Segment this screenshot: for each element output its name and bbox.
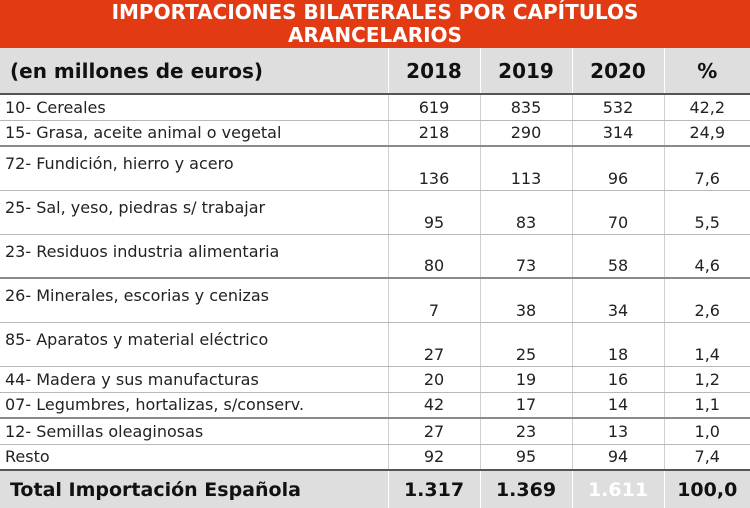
row-percent: 5,5 (663, 190, 750, 235)
row-2018: 136 (387, 146, 480, 191)
row-label: 10- Cereales (0, 94, 388, 121)
row-2018: 80 (387, 234, 480, 279)
header-2019: 2019 (479, 48, 572, 95)
row-percent: 24,9 (663, 120, 750, 147)
title-line-2: ARANCELARIOS (288, 23, 462, 47)
title-line-1: IMPORTACIONES BILATERALES POR CAPÍTULOS (111, 0, 639, 24)
row-percent: 7,4 (663, 444, 750, 471)
row-label: 26- Minerales, escorias y cenizas (0, 278, 388, 323)
row-2020: 16 (571, 366, 664, 393)
row-label: 72- Fundición, hierro y acero (0, 146, 388, 191)
row-percent: 1,0 (663, 418, 750, 445)
row-percent: 4,6 (663, 234, 750, 279)
row-2018: 218 (387, 120, 480, 147)
row-2020: 314 (571, 120, 664, 147)
table-row: Resto 92 95 94 7,4 (0, 444, 750, 471)
header-units: (en millones de euros) (0, 48, 388, 95)
row-2018: 7 (387, 278, 480, 323)
row-2020: 94 (571, 444, 664, 471)
header-row: (en millones de euros) 2018 2019 2020 % (0, 48, 750, 95)
row-2020: 58 (571, 234, 664, 279)
row-percent: 1,2 (663, 366, 750, 393)
total-label: Total Importación Española (0, 469, 388, 508)
total-2020: 1.611 (571, 469, 664, 508)
row-2020: 14 (571, 392, 664, 419)
row-2019: 73 (479, 234, 572, 279)
row-percent: 2,6 (663, 278, 750, 323)
header-2018: 2018 (387, 48, 480, 95)
row-2019: 83 (479, 190, 572, 235)
table-row: 44- Madera y sus manufacturas 20 19 16 1… (0, 366, 750, 393)
row-label: 23- Residuos industria alimentaria (0, 234, 388, 279)
row-2020: 34 (571, 278, 664, 323)
row-2020: 13 (571, 418, 664, 445)
row-percent: 1,4 (663, 322, 750, 367)
row-label: 85- Aparatos y material eléctrico (0, 322, 388, 367)
row-2018: 42 (387, 392, 480, 419)
row-percent: 1,1 (663, 392, 750, 419)
table-row: 07- Legumbres, hortalizas, s/conserv. 42… (0, 392, 750, 419)
row-label: 44- Madera y sus manufacturas (0, 366, 388, 393)
row-2018: 95 (387, 190, 480, 235)
total-2019: 1.369 (479, 469, 572, 508)
row-2020: 18 (571, 322, 664, 367)
header-percent: % (663, 48, 750, 95)
row-2019: 95 (479, 444, 572, 471)
table-row: 85- Aparatos y material eléctrico 27 25 … (0, 322, 750, 367)
table-row: 23- Residuos industria alimentaria 80 73… (0, 234, 750, 279)
table-title: IMPORTACIONES BILATERALES POR CAPÍTULOS … (0, 0, 750, 48)
table-row: 72- Fundición, hierro y acero 136 113 96… (0, 146, 750, 191)
total-row: Total Importación Española 1.317 1.369 1… (0, 469, 750, 508)
row-label: 25- Sal, yeso, piedras s/ trabajar (0, 190, 388, 235)
row-label: Resto (0, 444, 388, 471)
table-row: 12- Semillas oleaginosas 27 23 13 1,0 (0, 418, 750, 445)
row-2019: 19 (479, 366, 572, 393)
table-row: 10- Cereales 619 835 532 42,2 (0, 94, 750, 121)
row-label: 07- Legumbres, hortalizas, s/conserv. (0, 392, 388, 419)
row-2019: 25 (479, 322, 572, 367)
imports-table: (en millones de euros) 2018 2019 2020 % … (0, 48, 750, 508)
total-percent: 100,0 (663, 469, 750, 508)
row-2019: 113 (479, 146, 572, 191)
row-2019: 38 (479, 278, 572, 323)
row-label: 15- Grasa, aceite animal o vegetal (0, 120, 388, 147)
row-2020: 70 (571, 190, 664, 235)
total-2018: 1.317 (387, 469, 480, 508)
row-2019: 23 (479, 418, 572, 445)
row-percent: 7,6 (663, 146, 750, 191)
table-row: 15- Grasa, aceite animal o vegetal 218 2… (0, 120, 750, 147)
row-2018: 27 (387, 322, 480, 367)
row-percent: 42,2 (663, 94, 750, 121)
header-2020: 2020 (571, 48, 664, 95)
row-2018: 20 (387, 366, 480, 393)
row-2020: 96 (571, 146, 664, 191)
row-2018: 619 (387, 94, 480, 121)
table-row: 26- Minerales, escorias y cenizas 7 38 3… (0, 278, 750, 323)
row-2019: 290 (479, 120, 572, 147)
row-2018: 27 (387, 418, 480, 445)
row-2018: 92 (387, 444, 480, 471)
row-2020: 532 (571, 94, 664, 121)
table-row: 25- Sal, yeso, piedras s/ trabajar 95 83… (0, 190, 750, 235)
row-2019: 17 (479, 392, 572, 419)
row-2019: 835 (479, 94, 572, 121)
row-label: 12- Semillas oleaginosas (0, 418, 388, 445)
